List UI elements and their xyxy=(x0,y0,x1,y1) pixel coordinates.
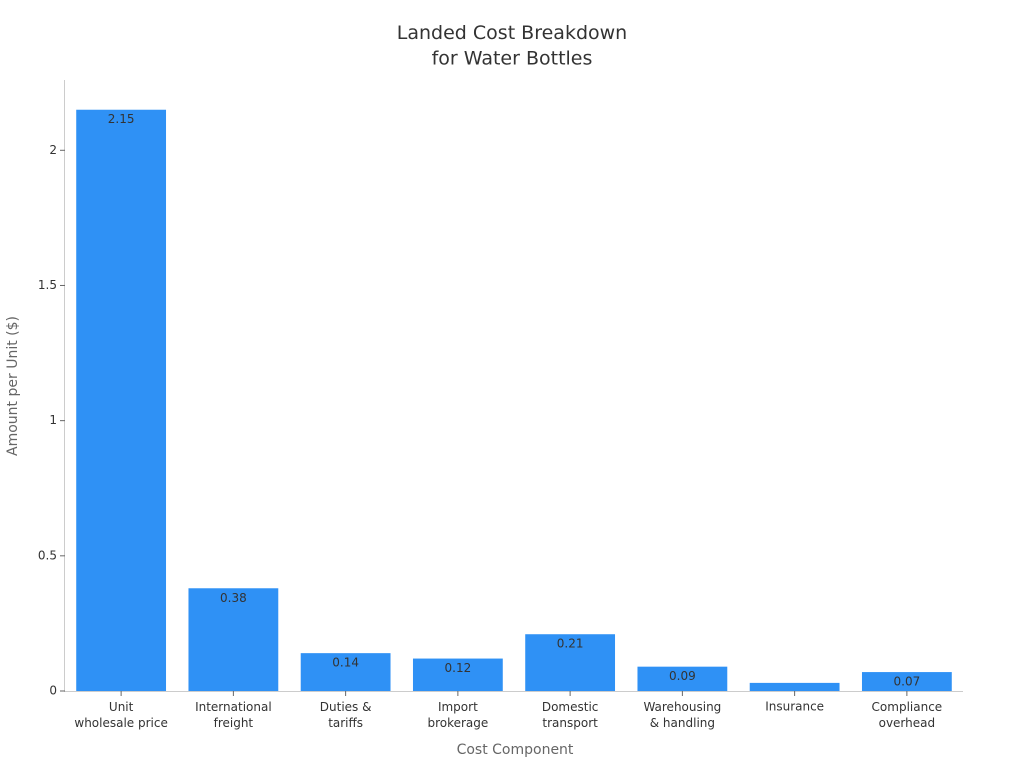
x-tick-label: Compliance overhead xyxy=(872,700,943,730)
bar xyxy=(861,672,952,691)
y-tick-label: 1 xyxy=(49,413,57,427)
bar xyxy=(188,588,279,691)
x-tick-label: International freight xyxy=(195,700,272,730)
y-axis-label: Amount per Unit ($) xyxy=(5,316,21,456)
bar xyxy=(749,682,840,691)
x-tick-label: Domestic transport xyxy=(542,700,599,730)
x-tick-label: Import brokerage xyxy=(427,700,488,730)
bar xyxy=(637,666,728,691)
x-tick-label: Insurance xyxy=(765,700,824,714)
bar xyxy=(525,634,616,691)
y-tick-label: 0 xyxy=(49,684,57,698)
y-tick-label: 1.5 xyxy=(38,278,57,292)
x-axis-label: Cost Component xyxy=(457,742,574,758)
chart-title: Landed Cost Breakdown for Water Bottles xyxy=(397,22,627,70)
y-tick-label: 0.5 xyxy=(38,548,57,562)
value-label: 0.38 xyxy=(220,591,247,605)
value-label: 0.21 xyxy=(557,637,584,651)
x-tick-label: Warehousing & handling xyxy=(643,700,721,730)
bar xyxy=(76,109,167,691)
value-label: 2.15 xyxy=(108,112,135,126)
bar xyxy=(412,658,503,691)
x-tick-label: Duties & tariffs xyxy=(320,700,372,730)
x-tick-label: Unit wholesale price xyxy=(74,700,167,730)
value-label: 0.14 xyxy=(332,656,359,670)
value-label: 0.09 xyxy=(669,669,696,683)
value-label: 0.12 xyxy=(445,661,472,675)
y-tick-label: 2 xyxy=(49,143,57,157)
value-label: 0.07 xyxy=(894,675,921,689)
bar xyxy=(300,653,391,691)
